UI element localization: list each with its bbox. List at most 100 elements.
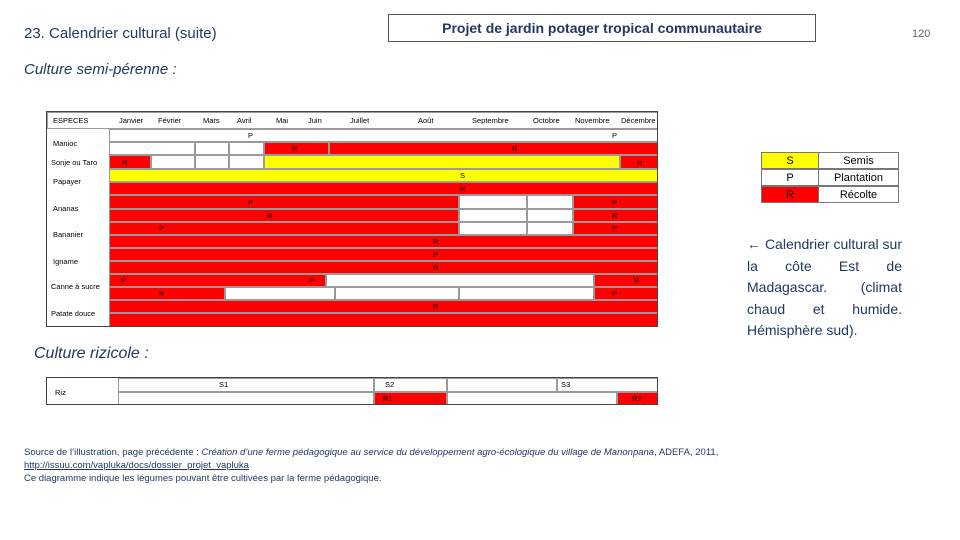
cell-ananas-empty-3	[459, 209, 527, 222]
bar-manioc-harvest-1	[264, 142, 329, 155]
bar-bananier-plantation-1	[109, 222, 459, 235]
legend-label-semis: Semis	[819, 152, 899, 169]
col-header-juillet: Juillet	[350, 116, 370, 125]
bar-canne-plantation-1	[109, 274, 326, 287]
header-row	[47, 112, 657, 129]
cell-taro-empty-2	[195, 155, 229, 169]
legend-code-r: R	[761, 186, 819, 203]
cell-canne-empty-2	[225, 287, 335, 300]
mark-bananier-p1: P	[159, 224, 165, 233]
bar-riz-r1	[374, 392, 447, 404]
source-suffix: , ADEFA, 2011,	[654, 447, 719, 458]
bar-igname-plantation	[109, 248, 657, 261]
bar-papayer-harvest	[109, 182, 657, 195]
page-number: 120	[912, 28, 931, 40]
mark-canne-r1: R	[159, 289, 165, 298]
bar-bananier-harvest	[109, 235, 657, 248]
species-patate-douce: Patate douce	[51, 309, 96, 318]
cell-manioc-empty-3	[229, 142, 264, 155]
col-header-septembre: Septembre	[472, 116, 509, 125]
bar-taro-harvest-1	[109, 155, 151, 169]
cell-canne-empty-3	[335, 287, 459, 300]
cell-taro-empty-1	[151, 155, 195, 169]
mark-manioc-p1: P	[248, 131, 254, 140]
cell-bananier-empty-1	[459, 222, 527, 235]
mark-ananas-p1: P	[248, 198, 254, 207]
cell-bananier-empty-2	[527, 222, 573, 235]
legend-code-p: P	[761, 169, 819, 186]
bar-patate-harvest	[109, 313, 657, 326]
mark-canne-p2: P	[309, 276, 315, 285]
bar-ananas-plantation-2	[573, 195, 657, 209]
bar-patate-plantation	[109, 300, 657, 313]
mark-manioc-r2: R	[512, 144, 518, 153]
mark-ananas-p2: P	[612, 198, 618, 207]
bar-canne-harvest-2	[594, 287, 657, 300]
side-note: ← Calendrier cultural sur la côte Est de…	[747, 236, 902, 338]
bar-riz-r2	[617, 392, 657, 404]
source-link[interactable]: http://issuu.com/vapluka/docs/dossier_pr…	[24, 460, 249, 471]
mark-ananas-r2: R	[612, 211, 618, 220]
mark-papayer-s: S	[460, 171, 466, 180]
col-header-novembre: Novembre	[575, 116, 610, 125]
bar-igname-harvest	[109, 261, 657, 274]
species-manioc: Manioc	[53, 139, 78, 148]
mark-manioc-p2: P	[612, 131, 618, 140]
cell-riz-s1	[118, 378, 374, 392]
mark-riz-s3: S3	[561, 380, 571, 389]
legend-label-recolte: Récolte	[819, 186, 899, 203]
bar-ananas-plantation-1	[109, 195, 459, 209]
cell-riz-empty-2	[118, 392, 374, 404]
source-citation: Source de l’illustration, page précédent…	[24, 446, 884, 485]
cell-ananas-empty-4	[527, 209, 573, 222]
col-header-aout: Août	[418, 116, 434, 125]
mark-taro-r1: R	[122, 158, 128, 167]
perennial-calendar-grid: ESPECES Janvier Février Mars Avril Mai J…	[46, 111, 658, 327]
mark-bananier-p2: P	[612, 224, 618, 233]
species-riz: Riz	[55, 388, 66, 397]
page-title: 23. Calendrier cultural (suite)	[24, 25, 217, 42]
mark-canne-p1: P	[121, 276, 127, 285]
cell-riz-empty-1	[447, 378, 557, 392]
cell-canne-empty-1	[326, 274, 594, 287]
section-heading-rice: Culture rizicole :	[34, 345, 149, 362]
col-header-octobre: Octobre	[533, 116, 560, 125]
mark-ananas-r1: R	[267, 211, 273, 220]
cell-riz-s3	[557, 378, 657, 392]
species-igname: Igname	[53, 257, 79, 266]
mark-bananier-r: R	[433, 237, 439, 246]
col-header-mai: Mai	[276, 116, 289, 125]
cell-taro-empty-3	[229, 155, 264, 169]
bar-canne-plantation-2	[594, 274, 657, 287]
col-header-avril: Avril	[237, 116, 252, 125]
col-header-juin: Juin	[308, 116, 322, 125]
bar-taro-sowing	[264, 155, 620, 169]
cell-ananas-empty-2	[527, 195, 573, 209]
bar-taro-harvest-2	[620, 155, 657, 169]
col-header-janvier: Janvier	[119, 116, 144, 125]
species-sonje-taro: Sonje ou Taro	[51, 158, 98, 167]
mark-patate-p: R	[433, 302, 439, 311]
mark-igname-p: P	[433, 250, 439, 259]
species-bananier: Bananier	[53, 230, 84, 239]
source-prefix: Source de l’illustration, page précédent…	[24, 447, 202, 458]
mark-riz-s1: S1	[219, 380, 229, 389]
cell-riz-s2	[374, 378, 447, 392]
cell-canne-empty-4	[459, 287, 594, 300]
cell-ananas-empty-1	[459, 195, 527, 209]
col-header-especes: ESPECES	[53, 116, 89, 125]
mark-taro-r2: R	[637, 159, 643, 168]
legend-row-semis: S Semis	[761, 152, 899, 169]
cell-riz-empty-3	[447, 392, 617, 404]
col-header-mars: Mars	[203, 116, 220, 125]
legend-code-s: S	[761, 152, 819, 169]
legend: S Semis P Plantation R Récolte	[761, 152, 899, 204]
species-papayer: Papayer	[53, 177, 81, 186]
mark-canne-r2: P	[612, 289, 618, 298]
species-ananas: Ananas	[53, 204, 79, 213]
bar-ananas-harvest-1	[109, 209, 459, 222]
project-title-box: Projet de jardin potager tropical commun…	[388, 14, 816, 42]
species-canne-a-sucre: Canne à sucre	[51, 282, 100, 291]
source-title: Création d’une ferme pédagogique au serv…	[201, 447, 655, 458]
bar-bananier-plantation-2	[573, 222, 657, 235]
